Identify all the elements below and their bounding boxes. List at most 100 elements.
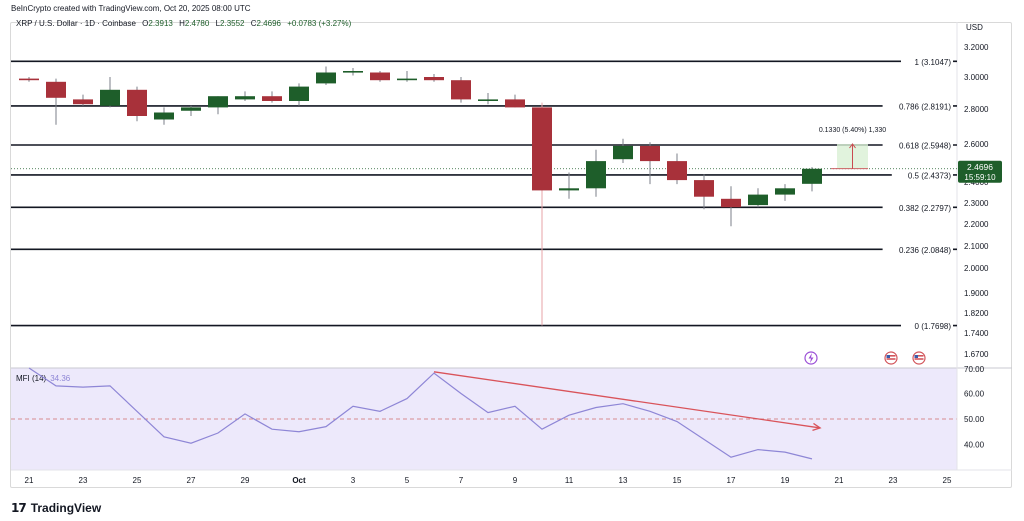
candle (154, 107, 174, 125)
high-value: 2.4780 (185, 19, 210, 28)
time-tick-label: 23 (889, 476, 898, 485)
mfi-tick-label: 70.00 (964, 365, 985, 374)
candle-body (262, 96, 282, 101)
candle (667, 153, 687, 185)
candle-body (235, 96, 255, 100)
candle-body (721, 198, 741, 208)
time-tick-label: 25 (133, 476, 142, 485)
price-tick-label: 2.8000 (964, 105, 989, 114)
candle-body (667, 161, 687, 181)
time-tick-label: 11 (565, 476, 574, 485)
mfi-value: 34.36 (50, 374, 71, 383)
time-tick-label: 13 (619, 476, 628, 485)
candle (73, 94, 93, 106)
symbol-legend: XRP / U.S. Dollar · 1D · Coinbase O2.391… (16, 19, 352, 28)
candle (316, 66, 336, 85)
fib-label: 1 (3.1047) (915, 58, 952, 67)
candle-body (748, 194, 768, 206)
fib-label-bg (891, 168, 953, 180)
price-axis[interactable]: 3.20003.00002.80002.60002.40002.30002.20… (958, 43, 1002, 359)
mfi-name: MFI (14) (16, 374, 47, 383)
price-tick-label: 2.6000 (964, 140, 989, 149)
candle-body (343, 71, 363, 73)
time-tick-label: 29 (241, 476, 250, 485)
change-value: +0.0783 (+3.27%) (287, 19, 351, 28)
low-value: 2.3552 (220, 19, 245, 28)
price-tick-label: 2.2000 (964, 220, 989, 229)
mfi-tick-label: 50.00 (964, 415, 985, 424)
fib-label: 0.5 (2.4373) (908, 171, 951, 180)
overlays: 0.1330 (5.40%) 1,330 (819, 127, 886, 170)
price-tick-label: 3.2000 (964, 43, 989, 52)
mfi-axis: 70.00 60.00 50.00 40.00 (964, 365, 985, 450)
fib-label-bg (882, 99, 953, 111)
time-axis[interactable]: 21 23 25 27 29 Oct 3 5 7 9 11 13 15 17 19 21 23 25 (25, 476, 952, 485)
lightning-icon[interactable] (804, 351, 818, 365)
candle (532, 102, 552, 326)
candle (370, 71, 390, 82)
last-price-tag-bg (958, 160, 1002, 183)
time-tick-label: 15 (673, 476, 682, 485)
chart-credit: BeInCrypto created with TradingView.com,… (11, 4, 251, 13)
candle-body (532, 107, 552, 191)
event-icons[interactable] (804, 351, 926, 365)
candle (559, 172, 579, 199)
candle (721, 186, 741, 227)
candle-body (127, 89, 147, 116)
candle-body (424, 77, 444, 81)
close-value: 2.4696 (257, 19, 282, 28)
candle-body (451, 80, 471, 100)
time-tick-label: 25 (943, 476, 952, 485)
fib-label-bg (882, 243, 953, 255)
close-label: C (251, 19, 257, 28)
candle-body (316, 72, 336, 84)
open-value: 2.3913 (148, 19, 173, 28)
fib-label-bg (901, 319, 953, 331)
low-label: L (216, 19, 221, 28)
fib-label: 0.236 (2.0848) (899, 246, 951, 255)
fib-label: 0 (1.7698) (915, 322, 952, 331)
candle-body (73, 99, 93, 105)
candle-body (478, 99, 498, 101)
divergence-line (433, 371, 821, 429)
mfi-line (28, 367, 813, 460)
candle-body (370, 72, 390, 81)
us-flag-icon[interactable] (884, 351, 898, 365)
symbol-pair: XRP / U.S. Dollar · 1D · Coinbase (16, 19, 136, 28)
fib-label-bg (882, 138, 953, 150)
us-flag-icon[interactable] (912, 351, 926, 365)
candle (208, 96, 228, 115)
time-tick-label: 5 (405, 476, 410, 485)
price-tick-label: 1.9000 (964, 289, 989, 298)
candle-body (46, 81, 66, 98)
candle (748, 188, 768, 208)
candle-body (397, 78, 417, 81)
candle (262, 91, 282, 103)
candle (640, 142, 660, 185)
measure-arrow-head (849, 143, 856, 149)
price-tick-label: 1.7400 (964, 329, 989, 338)
candle (451, 77, 471, 103)
candle-body (208, 96, 228, 108)
high-label: H (179, 19, 185, 28)
candle (802, 167, 822, 192)
time-tick-label: 27 (187, 476, 196, 485)
candle (46, 78, 66, 125)
mfi-legend: MFI (14) 34.36 (16, 374, 71, 383)
candle (100, 77, 120, 108)
candle-body (181, 107, 201, 111)
candle-body (775, 188, 795, 195)
fib-label: 0.618 (2.5948) (899, 141, 951, 150)
candle-body (802, 168, 822, 184)
tradingview-logo[interactable]: 17 TradingView (11, 500, 101, 516)
candle (694, 174, 714, 210)
price-tick-label: 1.6700 (964, 350, 989, 359)
price-tick-label: 3.0000 (964, 73, 989, 82)
time-tick-label: 7 (459, 476, 464, 485)
price-tick-label: 1.8200 (964, 309, 989, 318)
price-tick-label: 2.1000 (964, 242, 989, 251)
measure-label: 0.1330 (5.40%) 1,330 (819, 127, 886, 134)
